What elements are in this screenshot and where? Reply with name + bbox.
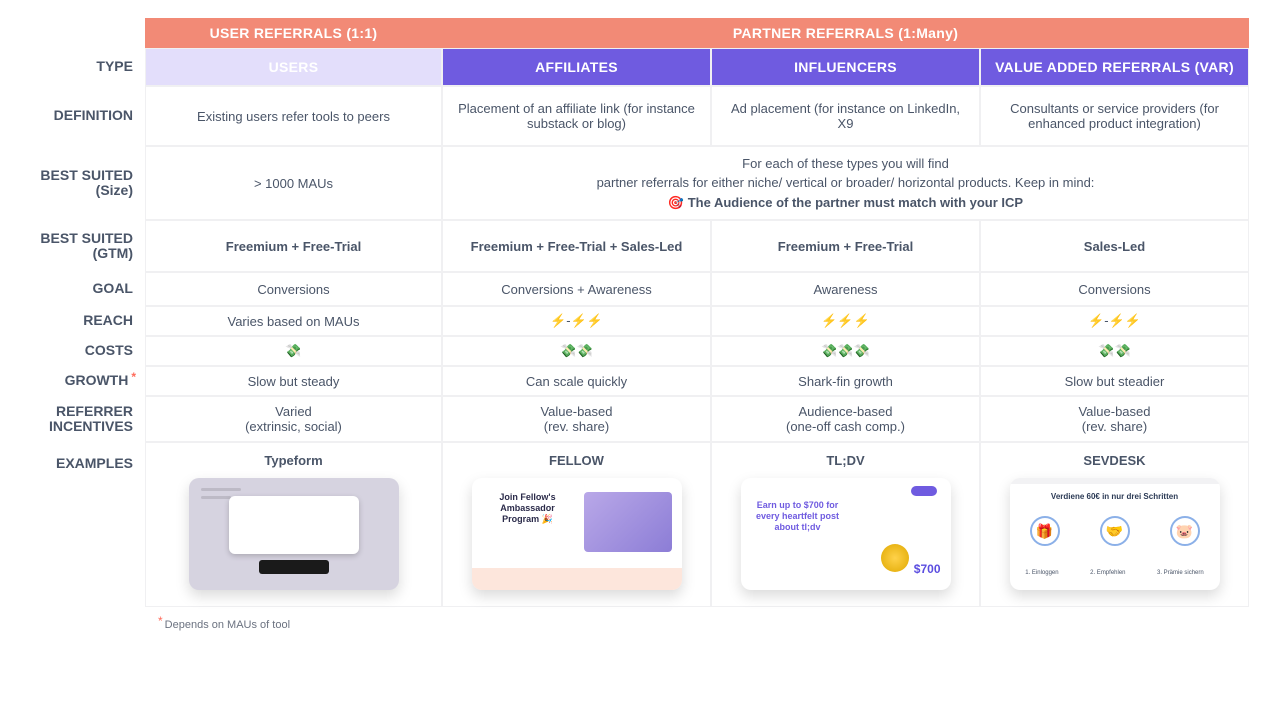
best-gtm-users: Freemium + Free-Trial bbox=[145, 220, 442, 272]
rowlabel-best-gtm-l2: (GTM) bbox=[40, 246, 133, 261]
best-size-merged-l3: The Audience of the partner must match w… bbox=[688, 195, 1023, 210]
best-gtm-var: Sales-Led bbox=[980, 220, 1249, 272]
footnote-asterisk-icon: * bbox=[158, 614, 163, 628]
rowlabel-growth-text: GROWTH bbox=[65, 372, 129, 388]
best-gtm-affiliates: Freemium + Free-Trial + Sales-Led bbox=[442, 220, 711, 272]
rowlabel-best-size: BEST SUITED(Size) bbox=[0, 146, 145, 220]
fellow-hero-text: Join Fellow's Ambassador Program 🎉 bbox=[482, 492, 574, 524]
growth-influencers: Shark-fin growth bbox=[711, 366, 980, 396]
asterisk-icon: * bbox=[131, 370, 136, 384]
example-var-title: SEVDESK bbox=[1083, 453, 1145, 468]
handshake-icon: 🤝 bbox=[1100, 516, 1130, 546]
reach-var: ⚡-⚡⚡ bbox=[980, 306, 1249, 336]
incentives-affiliates: Value-based(rev. share) bbox=[442, 396, 711, 442]
footnote: *Depends on MAUs of tool bbox=[0, 607, 1280, 631]
incentives-users: Varied(extrinsic, social) bbox=[145, 396, 442, 442]
rowlabel-best-size-l2: (Size) bbox=[40, 183, 133, 198]
thumbnail-fellow: Join Fellow's Ambassador Program 🎉 bbox=[472, 478, 682, 590]
target-icon: 🎯 bbox=[668, 195, 684, 210]
sevdesk-step-2: 2. Empfehlen bbox=[1090, 570, 1125, 576]
thumbnail-tldv: Earn up to $700 for every heartfelt post… bbox=[741, 478, 951, 590]
definition-influencers: Ad placement (for instance on LinkedIn, … bbox=[711, 86, 980, 146]
growth-users: Slow but steady bbox=[145, 366, 442, 396]
costs-users: 💸 bbox=[145, 336, 442, 366]
rowlabel-best-size-l1: BEST SUITED bbox=[40, 167, 133, 183]
definition-affiliates: Placement of an affiliate link (for inst… bbox=[442, 86, 711, 146]
rowlabel-type: TYPE bbox=[0, 48, 145, 86]
gift-icon: 🎁 bbox=[1030, 516, 1060, 546]
col-header-affiliates: AFFILIATES bbox=[442, 48, 711, 86]
example-affiliates: FELLOW Join Fellow's Ambassador Program … bbox=[442, 442, 711, 607]
rowlabel-incentives-l1: REFERRER bbox=[56, 403, 133, 419]
example-influencers: TL;DV Earn up to $700 for every heartfel… bbox=[711, 442, 980, 607]
spacer bbox=[0, 18, 145, 48]
rowlabel-best-gtm-l1: BEST SUITED bbox=[40, 230, 133, 246]
incentives-influencers: Audience-based(one-off cash comp.) bbox=[711, 396, 980, 442]
sevdesk-title: Verdiene 60€ in nur drei Schritten bbox=[1010, 492, 1220, 501]
rowlabel-costs: COSTS bbox=[0, 336, 145, 366]
footnote-text: Depends on MAUs of tool bbox=[165, 619, 290, 631]
reach-affiliates: ⚡-⚡⚡ bbox=[442, 306, 711, 336]
reach-users: Varies based on MAUs bbox=[145, 306, 442, 336]
header-user-referrals: USER REFERRALS (1:1) bbox=[145, 18, 442, 48]
rowlabel-incentives-l2: INCENTIVES bbox=[49, 419, 133, 434]
piggybank-icon: 🐷 bbox=[1170, 516, 1200, 546]
rowlabel-examples: EXAMPLES bbox=[0, 442, 145, 602]
rowlabel-reach: REACH bbox=[0, 306, 145, 336]
goal-influencers: Awareness bbox=[711, 272, 980, 306]
col-header-influencers: INFLUENCERS bbox=[711, 48, 980, 86]
incentives-var: Value-based(rev. share) bbox=[980, 396, 1249, 442]
thumbnail-sevdesk: Verdiene 60€ in nur drei Schritten 🎁 🤝 🐷… bbox=[1010, 478, 1220, 590]
tldv-text: Earn up to $700 for every heartfelt post… bbox=[753, 500, 843, 532]
reach-influencers: ⚡⚡⚡ bbox=[711, 306, 980, 336]
best-size-merged-l2: partner referrals for either niche/ vert… bbox=[597, 173, 1095, 193]
thumbnail-typeform bbox=[189, 478, 399, 590]
example-var: SEVDESK Verdiene 60€ in nur drei Schritt… bbox=[980, 442, 1249, 607]
tldv-amount: $700 bbox=[914, 562, 941, 576]
definition-users: Existing users refer tools to peers bbox=[145, 86, 442, 146]
best-size-partner-merged: For each of these types you will find pa… bbox=[442, 146, 1249, 220]
rowlabel-growth: GROWTH* bbox=[0, 366, 145, 396]
growth-affiliates: Can scale quickly bbox=[442, 366, 711, 396]
example-affiliates-title: FELLOW bbox=[549, 453, 604, 468]
definition-var: Consultants or service providers (for en… bbox=[980, 86, 1249, 146]
col-header-var: VALUE ADDED REFERRALS (VAR) bbox=[980, 48, 1249, 86]
col-header-users: USERS bbox=[145, 48, 442, 86]
best-size-merged-l1: For each of these types you will find bbox=[742, 154, 949, 174]
rowlabel-best-gtm: BEST SUITED(GTM) bbox=[0, 220, 145, 272]
rowlabel-incentives: REFERRERINCENTIVES bbox=[0, 396, 145, 442]
costs-influencers: 💸💸💸 bbox=[711, 336, 980, 366]
rowlabel-goal: GOAL bbox=[0, 272, 145, 306]
costs-var: 💸💸 bbox=[980, 336, 1249, 366]
best-size-users: > 1000 MAUs bbox=[145, 146, 442, 220]
best-gtm-influencers: Freemium + Free-Trial bbox=[711, 220, 980, 272]
goal-affiliates: Conversions + Awareness bbox=[442, 272, 711, 306]
goal-users: Conversions bbox=[145, 272, 442, 306]
goal-var: Conversions bbox=[980, 272, 1249, 306]
comparison-table: USER REFERRALS (1:1) PARTNER REFERRALS (… bbox=[0, 0, 1280, 607]
sevdesk-step-1: 1. Einloggen bbox=[1025, 570, 1058, 576]
rowlabel-definition: DEFINITION bbox=[0, 86, 145, 146]
example-influencers-title: TL;DV bbox=[826, 453, 864, 468]
growth-var: Slow but steadier bbox=[980, 366, 1249, 396]
example-users: Typeform bbox=[145, 442, 442, 607]
costs-affiliates: 💸💸 bbox=[442, 336, 711, 366]
example-users-title: Typeform bbox=[264, 453, 322, 468]
header-partner-referrals: PARTNER REFERRALS (1:Many) bbox=[442, 18, 1249, 48]
sevdesk-step-3: 3. Prämie sichern bbox=[1157, 570, 1204, 576]
